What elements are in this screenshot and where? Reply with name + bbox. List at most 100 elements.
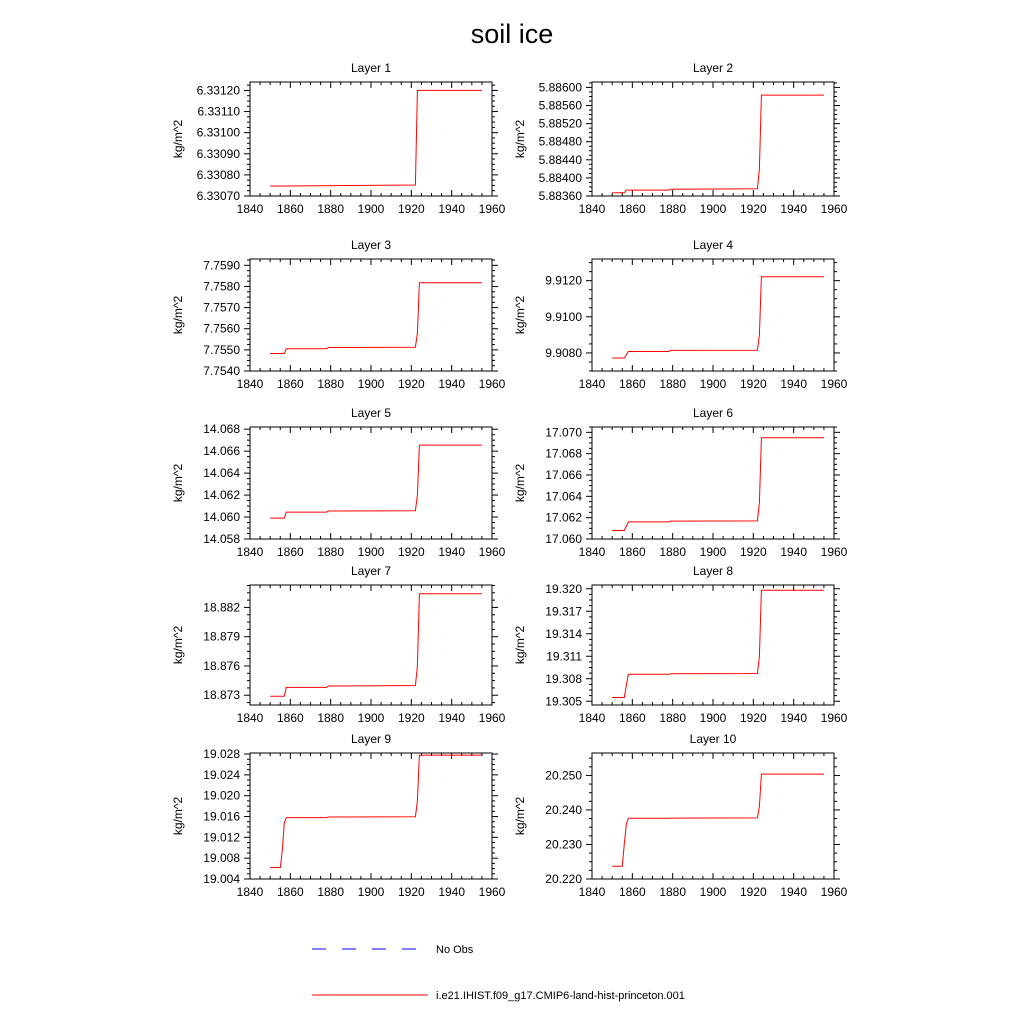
panel-title: Layer 10 [690, 732, 737, 746]
x-tick-label: 1840 [579, 885, 606, 899]
y-tick-label: 17.064 [545, 489, 582, 503]
x-tick-label: 1900 [358, 885, 385, 899]
series-line-model [270, 282, 482, 354]
panel-layer-3: Layer 3 1840 1860 1880 1900 1920 1940 1960 7.754… [171, 238, 506, 391]
y-tick-label: 6.33090 [197, 147, 241, 161]
series-line-model [270, 754, 482, 868]
y-tick-label: 14.062 [203, 488, 240, 502]
x-tick-label: 1940 [438, 545, 465, 559]
x-tick-label: 1960 [821, 885, 848, 899]
x-tick-label: 1880 [659, 545, 686, 559]
x-tick-label: 1920 [398, 711, 425, 725]
plot-frame [591, 258, 835, 372]
plot-frame [249, 426, 493, 540]
x-tick-label: 1880 [317, 202, 344, 216]
y-tick-label: 18.873 [203, 688, 240, 702]
y-axis-label: kg/m^2 [171, 626, 185, 665]
y-tick-label: 20.240 [545, 803, 582, 817]
y-tick-label: 5.88400 [539, 171, 583, 185]
x-tick-label: 1860 [277, 711, 304, 725]
y-tick-label: 5.88360 [539, 189, 583, 203]
series-line-model [270, 593, 482, 697]
y-tick-label: 6.33100 [197, 126, 241, 140]
x-tick-label: 1940 [780, 711, 807, 725]
y-tick-label: 17.062 [545, 511, 582, 525]
y-tick-label: 14.064 [203, 466, 240, 480]
legend-label-model: i.e21.IHIST.f09_g17.CMIP6-land-hist-prin… [436, 990, 685, 1002]
x-tick-label: 1900 [700, 377, 727, 391]
panel-title: Layer 6 [693, 406, 733, 420]
x-tick-label: 1920 [740, 545, 767, 559]
x-tick-label: 1860 [619, 885, 646, 899]
series-line-model [270, 89, 482, 187]
x-tick-label: 1960 [479, 711, 506, 725]
y-tick-label: 6.33110 [198, 105, 241, 119]
plot-frame [591, 81, 835, 197]
panel-layer-1: Layer 1 1840 1860 1880 1900 1920 1940 1960 6.330… [171, 61, 506, 216]
x-tick-label: 1940 [780, 202, 807, 216]
x-tick-label: 1840 [579, 377, 606, 391]
y-tick-label: 7.7540 [203, 364, 240, 378]
series-line-model [612, 276, 824, 359]
y-tick-label: 19.305 [545, 694, 582, 708]
panel-layer-9: Layer 9 1840 1860 1880 1900 1920 1940 1960 19.00… [171, 732, 506, 899]
y-tick-label: 9.9080 [545, 346, 582, 360]
y-axis-label: kg/m^2 [171, 797, 185, 836]
y-tick-label: 20.230 [545, 837, 582, 851]
plot-frame [249, 752, 493, 880]
y-tick-label: 20.220 [545, 872, 582, 886]
x-tick-label: 1900 [358, 545, 385, 559]
series-line-model [612, 437, 824, 531]
x-tick-label: 1880 [317, 377, 344, 391]
x-tick-label: 1900 [700, 545, 727, 559]
y-tick-label: 14.060 [203, 510, 240, 524]
y-tick-label: 19.024 [203, 768, 240, 782]
panel-title: Layer 4 [693, 238, 733, 252]
y-tick-label: 19.308 [545, 672, 582, 686]
x-tick-label: 1940 [780, 545, 807, 559]
y-axis-label: kg/m^2 [513, 626, 527, 665]
x-tick-label: 1840 [237, 545, 264, 559]
y-tick-label: 7.7570 [203, 301, 240, 315]
x-tick-label: 1940 [438, 377, 465, 391]
x-tick-label: 1880 [659, 377, 686, 391]
x-tick-label: 1860 [619, 202, 646, 216]
plot-frame [591, 584, 835, 706]
y-tick-label: 6.33070 [197, 189, 241, 203]
y-tick-label: 17.060 [545, 532, 582, 546]
y-tick-label: 19.314 [545, 627, 582, 641]
x-tick-label: 1840 [579, 545, 606, 559]
y-tick-label: 7.7580 [203, 279, 240, 293]
y-axis-label: kg/m^2 [513, 296, 527, 335]
x-tick-label: 1860 [619, 545, 646, 559]
panel-layer-5: Layer 5 1840 1860 1880 1900 1920 1940 1960 14.05… [171, 406, 506, 559]
y-axis-label: kg/m^2 [171, 296, 185, 335]
main-title: soil ice [471, 19, 554, 49]
panel-layer-7: Layer 7 1840 1860 1880 1900 1920 1940 1960 18.87… [171, 564, 506, 725]
y-tick-label: 5.88520 [539, 117, 583, 131]
y-tick-label: 7.7560 [203, 322, 240, 336]
panel-title: Layer 3 [351, 238, 391, 252]
panel-layer-2: Layer 2 1840 1860 1880 1900 1920 1940 1960 5.883… [513, 61, 848, 216]
x-tick-label: 1920 [740, 377, 767, 391]
y-tick-label: 9.9100 [545, 310, 582, 324]
y-tick-label: 19.008 [203, 851, 240, 865]
panels: Layer 1 1840 1860 1880 1900 1920 1940 1960 6.330… [171, 61, 848, 899]
x-tick-label: 1860 [277, 202, 304, 216]
plot-frame [249, 81, 493, 197]
x-tick-label: 1840 [579, 202, 606, 216]
x-tick-label: 1940 [438, 885, 465, 899]
y-tick-label: 6.33120 [197, 83, 241, 97]
panel-layer-8: Layer 8 1840 1860 1880 1900 1920 1940 1960 19.30… [513, 564, 848, 725]
x-tick-label: 1900 [358, 202, 385, 216]
y-axis-label: kg/m^2 [171, 120, 185, 159]
x-tick-label: 1960 [479, 202, 506, 216]
panel-title: Layer 8 [693, 564, 733, 578]
y-tick-label: 20.250 [545, 768, 582, 782]
y-tick-label: 14.058 [203, 532, 240, 546]
x-tick-label: 1880 [659, 711, 686, 725]
x-tick-label: 1900 [358, 377, 385, 391]
series-line-model [612, 773, 824, 867]
y-tick-label: 5.88600 [539, 80, 583, 94]
x-tick-label: 1880 [317, 885, 344, 899]
